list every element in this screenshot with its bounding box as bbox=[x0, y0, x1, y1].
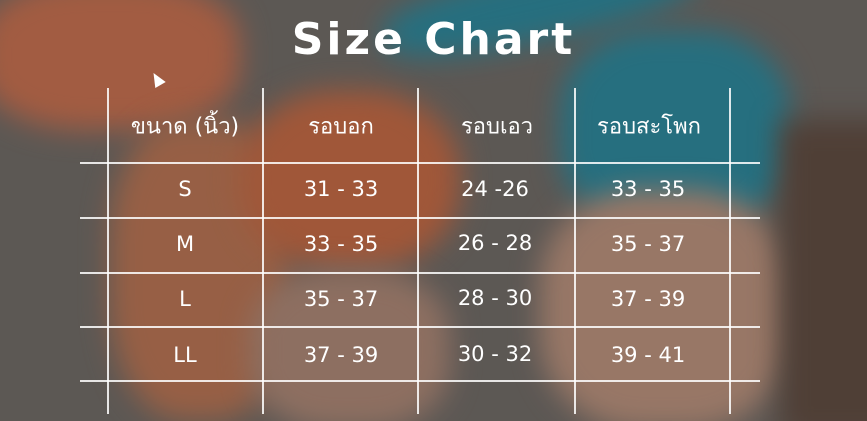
grid-line bbox=[80, 217, 760, 219]
header-chest: รอบอก bbox=[308, 114, 374, 140]
cell-waist: 24 -26 bbox=[461, 177, 529, 201]
cell-waist: 30 - 32 bbox=[457, 342, 533, 366]
grid-line bbox=[80, 326, 760, 328]
grid-line bbox=[80, 380, 760, 382]
grid-line bbox=[729, 88, 731, 414]
cell-chest: 33 - 35 bbox=[303, 232, 379, 256]
cell-size: M bbox=[175, 232, 195, 256]
grid-line bbox=[80, 162, 760, 164]
grid-line bbox=[107, 88, 109, 414]
cell-size: L bbox=[179, 287, 191, 311]
cell-chest: 37 - 39 bbox=[303, 343, 379, 367]
header-hip: รอบสะโพก bbox=[597, 114, 701, 140]
cell-hip: 37 - 39 bbox=[610, 287, 686, 311]
cell-waist: 28 - 30 bbox=[457, 286, 533, 310]
grid-line bbox=[417, 88, 419, 414]
header-waist: รอบเอว bbox=[460, 114, 534, 140]
page-title: Size Chart bbox=[291, 14, 576, 65]
cell-chest: 31 - 33 bbox=[303, 177, 379, 201]
cell-size: LL bbox=[173, 343, 197, 367]
cell-hip: 35 - 37 bbox=[610, 232, 686, 256]
grid-line bbox=[80, 272, 760, 274]
grid-line bbox=[262, 88, 264, 414]
cell-chest: 35 - 37 bbox=[303, 287, 379, 311]
cell-hip: 33 - 35 bbox=[610, 177, 686, 201]
header-size: ขนาด (นิ้ว) bbox=[130, 114, 240, 140]
cell-waist: 26 - 28 bbox=[457, 231, 533, 255]
grid-line bbox=[574, 88, 576, 414]
cell-hip: 39 - 41 bbox=[610, 343, 686, 367]
cell-size: S bbox=[178, 177, 192, 201]
